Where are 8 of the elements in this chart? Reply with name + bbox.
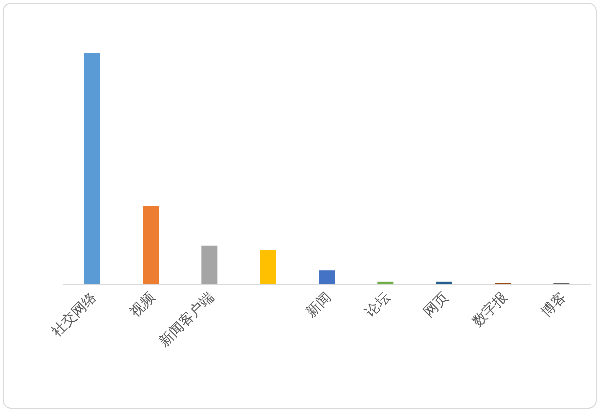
x-tick-label: 社交网络: [49, 290, 100, 340]
x-tick-label: 网页: [422, 290, 452, 321]
x-tick-label: 论坛: [362, 290, 394, 321]
x-tick-label: 视频: [128, 290, 159, 321]
x-tick-label: 博客: [538, 290, 570, 321]
x-tick-label: 新闻客户端: [156, 290, 218, 350]
x-tick-label: 数字报: [470, 290, 511, 331]
x-tick-label: 新闻: [304, 290, 335, 321]
